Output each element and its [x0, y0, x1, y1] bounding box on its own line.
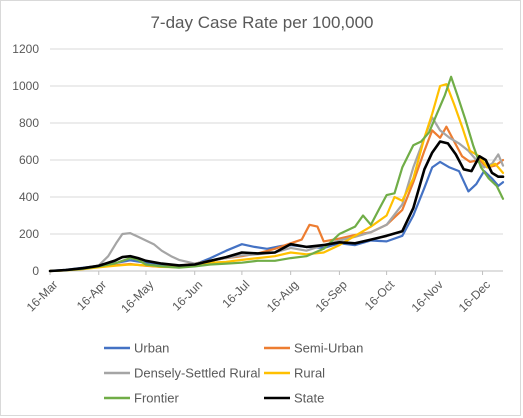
y-tick-label: 1000 [12, 79, 39, 93]
y-tick-label: 600 [19, 153, 39, 167]
series-line-state [48, 140, 505, 273]
series-line-urban [48, 160, 505, 273]
y-tick-label: 1200 [12, 42, 39, 56]
x-tick-label: 16-Oct [362, 277, 398, 313]
plot-series [48, 75, 505, 273]
x-tick-label: 16-Dec [456, 278, 493, 315]
legend-label-densely-settled-rural: Densely-Settled Rural [134, 366, 261, 381]
x-tick-label: 16-Mar [24, 278, 61, 315]
legend-label-state: State [294, 391, 324, 406]
x-tick-label: 16-Sep [313, 277, 350, 314]
x-tick-label: 16-Apr [74, 278, 109, 313]
series-line-frontier [48, 75, 505, 273]
series-line-rural [48, 83, 505, 273]
chart-title: 7-day Case Rate per 100,000 [150, 13, 373, 32]
x-tick-label: 16-Jul [219, 278, 252, 311]
x-tick-label: 16-Nov [409, 278, 446, 315]
legend: Urban Semi-Urban Densely-Settled Rural Rura… [104, 341, 363, 406]
y-tick-label: 400 [19, 190, 39, 204]
y-axis: 0 200 400 600 800 1000 1200 [12, 42, 39, 278]
y-tick-label: 0 [32, 264, 39, 278]
legend-label-semi-urban: Semi-Urban [294, 341, 363, 356]
gridlines [50, 48, 503, 272]
legend-label-rural: Rural [294, 366, 325, 381]
legend-label-urban: Urban [134, 341, 169, 356]
y-tick-label: 200 [19, 227, 39, 241]
legend-label-frontier: Frontier [134, 391, 179, 406]
y-tick-label: 800 [19, 116, 39, 130]
x-tick-label: 16-Aug [264, 278, 301, 315]
x-tick-label: 16-May [118, 278, 156, 316]
x-tick-label: 16-Jun [169, 278, 205, 314]
series-line-densely-settled-rural [48, 116, 505, 273]
x-axis: 16-Mar 16-Apr 16-May 16-Jun 16-Jul 16-Aug 16-S… [24, 271, 493, 316]
